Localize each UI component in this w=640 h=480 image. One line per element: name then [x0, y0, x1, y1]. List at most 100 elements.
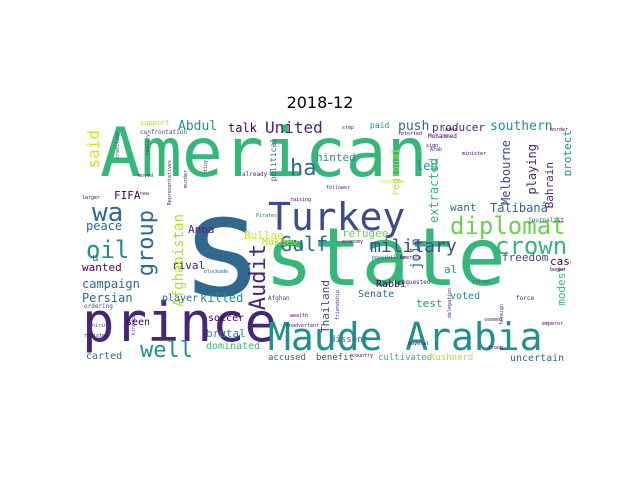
word-hiring: hiring: [92, 323, 111, 329]
word-test: test: [416, 297, 443, 310]
word-began: began: [550, 267, 566, 273]
word-dissent: dissent: [330, 335, 368, 345]
word-pirates: Pirates: [256, 213, 278, 219]
word-border: border: [550, 127, 569, 133]
word-new: new: [140, 191, 150, 197]
word-arab: Arab: [430, 147, 443, 153]
word-america: America: [400, 255, 422, 261]
word-al: al: [444, 263, 458, 276]
word-regional: regional: [391, 148, 402, 197]
word-tiny: tiny: [203, 160, 209, 173]
word-requested: requested: [398, 279, 431, 286]
word-larger: larger: [82, 195, 101, 201]
word-retorted: retorted: [398, 131, 423, 137]
word-group: group: [134, 210, 159, 277]
word-cultivated: cultivated: [378, 353, 433, 363]
word-afghan: Afghan: [268, 295, 290, 302]
word-cloud: American s state prince Turkey Maude Ara…: [80, 118, 571, 365]
word-melbourne: Melbourne: [499, 140, 513, 206]
word-wanted: wanted: [82, 261, 122, 274]
word-possibility: possibility: [372, 255, 406, 261]
word-thailand: Thailand: [319, 280, 332, 333]
word-murder: murder: [183, 170, 189, 189]
word-brutal: brutal: [206, 327, 246, 340]
word-crown: crown: [495, 232, 568, 260]
word-paid: paid: [370, 121, 390, 130]
word-gulf: Gulf: [280, 232, 329, 256]
word-turkey: Turkey: [268, 195, 406, 239]
word-political: political: [269, 138, 278, 182]
word-s: s: [180, 166, 265, 329]
word-step: step: [342, 125, 355, 131]
word-well: well: [140, 338, 193, 363]
word-oil: oil: [86, 236, 130, 264]
word-benefit: benefit: [316, 353, 354, 363]
word-country: country: [352, 353, 374, 359]
word-abdul: Abdul: [178, 119, 218, 134]
word-resisted: resisted: [84, 333, 109, 339]
word-military: military: [370, 236, 457, 257]
word-killed: killed: [200, 291, 244, 305]
word-already: already: [242, 171, 268, 178]
word-reality: reality: [145, 134, 151, 156]
word-seemed: seemed: [484, 317, 503, 323]
word-bullae: Bullae: [244, 229, 284, 242]
word-player: player: [162, 293, 199, 304]
word-prince: prince: [82, 291, 278, 354]
word-state: state: [265, 211, 506, 304]
word-join: join: [409, 238, 424, 270]
word-soccer: soccer: [208, 313, 245, 324]
word-support: support: [140, 119, 170, 127]
word-dominated: dominated: [206, 341, 261, 352]
word-fifa: FIFA: [114, 189, 141, 202]
word-united: United: [265, 118, 323, 137]
word-said: said: [84, 130, 103, 169]
word-persian: Persian: [82, 291, 133, 305]
word-raising: raising: [290, 197, 312, 203]
word-hinted: hinted: [316, 151, 356, 164]
word-freedom: freedom: [502, 251, 549, 264]
word-follower: follower: [326, 185, 351, 191]
word-diplomat: diplomat: [450, 212, 566, 240]
word-later: later: [442, 127, 458, 133]
word-several: several: [408, 341, 430, 347]
word-kingdom: kingdom: [131, 314, 137, 336]
word-economy: economy: [342, 239, 364, 245]
word-rival: rival: [172, 259, 206, 272]
word-campaign: campaign: [82, 277, 140, 291]
word-joined: joined: [472, 279, 491, 285]
word-ordering: ordering: [84, 303, 113, 310]
word-talibana: Talibanâ: [490, 201, 548, 215]
word-wa: wa: [92, 198, 124, 228]
word-audit: Audit: [246, 244, 271, 311]
word-mohammed: Mohammed: [428, 133, 457, 140]
word-led: led: [416, 159, 438, 173]
word-inadvertent: inadvertent: [286, 323, 320, 329]
word-journalist: journalist: [528, 217, 565, 224]
word-playing: playing: [525, 144, 539, 195]
word-makeev: Makeev: [262, 237, 299, 248]
word-senate: Senate: [358, 289, 395, 300]
word-refugee: refugee: [342, 227, 389, 240]
word-tradition: tradition: [115, 132, 121, 160]
word-talk: talk: [228, 121, 257, 135]
word-troop: troop: [488, 345, 504, 351]
word-seen: seen: [126, 317, 151, 328]
word-accused: accused: [268, 353, 306, 363]
word-producer: producer: [432, 121, 485, 134]
word-moved: moved: [138, 173, 154, 179]
word-friendship: friendship: [335, 290, 341, 321]
word-voted: voted: [450, 291, 481, 302]
word-protect: protect: [561, 130, 571, 177]
word-confrontation: confrontation: [140, 129, 187, 136]
word-peace: peace: [86, 219, 123, 233]
word-minister: minister: [462, 151, 487, 157]
word-kushnerd: Kushnerd: [430, 353, 474, 363]
word-foreign: foreign: [499, 304, 505, 326]
chart-title: 2018-12: [286, 93, 354, 112]
word-uncertain: uncertain: [510, 353, 565, 364]
word-american: American: [100, 118, 428, 193]
word-push: push: [398, 119, 430, 134]
word-anna: Anna: [188, 223, 215, 236]
word-rabbi: Rabbi: [376, 279, 407, 290]
